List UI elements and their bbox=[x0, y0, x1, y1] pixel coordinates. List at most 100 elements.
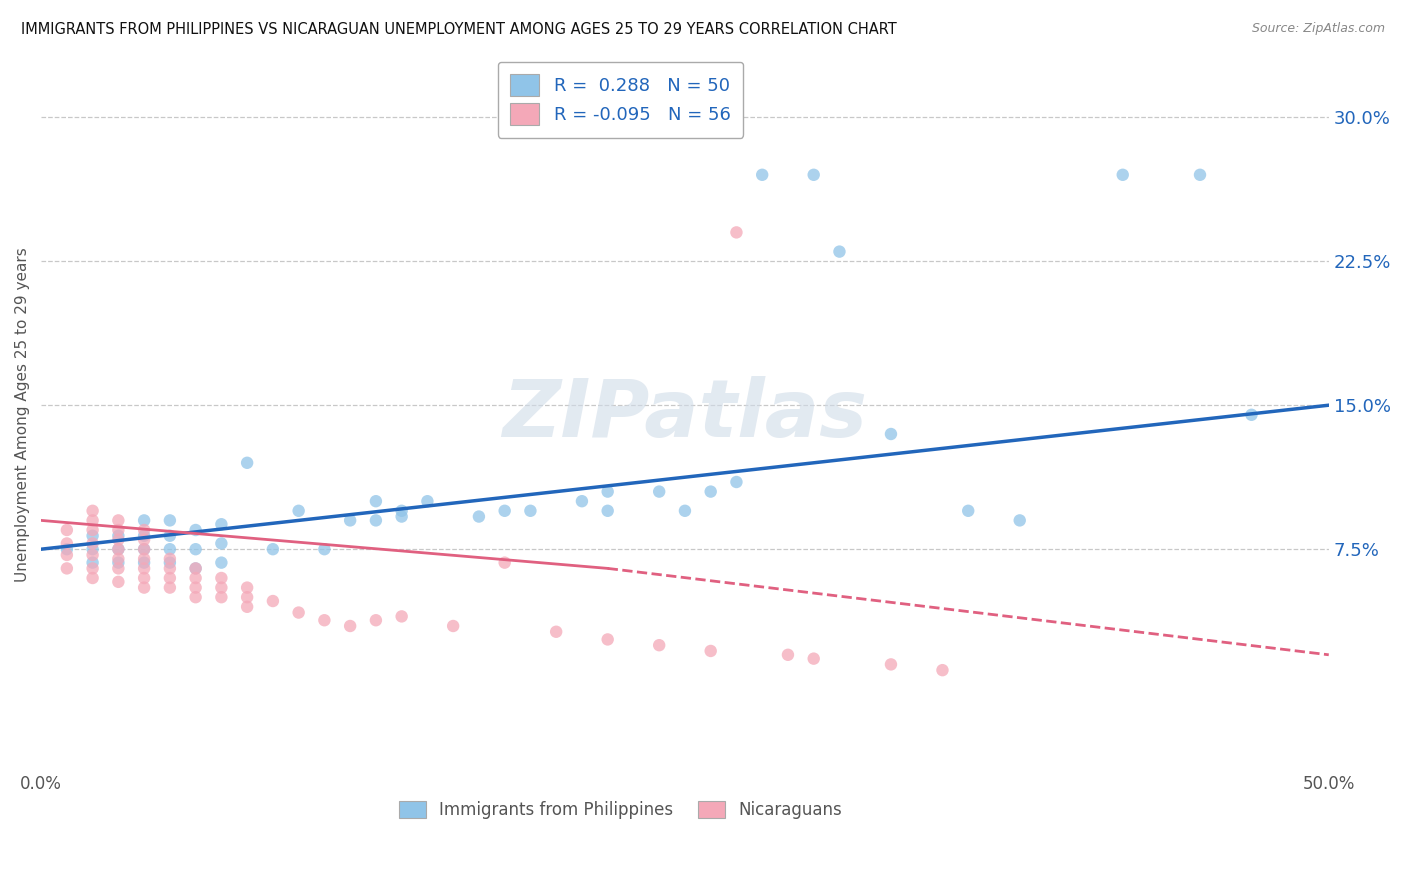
Point bbox=[82, 542, 104, 557]
Point bbox=[725, 475, 748, 489]
Point bbox=[134, 529, 156, 543]
Point bbox=[159, 571, 181, 585]
Text: Source: ZipAtlas.com: Source: ZipAtlas.com bbox=[1251, 22, 1385, 36]
Point bbox=[364, 494, 387, 508]
Point bbox=[931, 663, 953, 677]
Point bbox=[314, 613, 336, 627]
Point bbox=[82, 536, 104, 550]
Point bbox=[957, 504, 980, 518]
Point bbox=[159, 561, 181, 575]
Point bbox=[209, 581, 232, 595]
Point bbox=[56, 548, 79, 562]
Point bbox=[236, 581, 259, 595]
Point bbox=[184, 542, 207, 557]
Point bbox=[159, 556, 181, 570]
Point bbox=[262, 542, 284, 557]
Point bbox=[184, 561, 207, 575]
Point bbox=[82, 523, 104, 537]
Point bbox=[725, 226, 748, 240]
Point bbox=[134, 542, 156, 557]
Point bbox=[262, 594, 284, 608]
Point bbox=[776, 648, 799, 662]
Point bbox=[314, 542, 336, 557]
Point bbox=[364, 613, 387, 627]
Point bbox=[236, 599, 259, 614]
Point bbox=[82, 504, 104, 518]
Point bbox=[494, 556, 516, 570]
Point bbox=[391, 509, 413, 524]
Point bbox=[134, 542, 156, 557]
Point bbox=[699, 484, 721, 499]
Point bbox=[184, 561, 207, 575]
Point bbox=[184, 591, 207, 605]
Point bbox=[107, 574, 129, 589]
Point bbox=[159, 551, 181, 566]
Point bbox=[468, 509, 491, 524]
Point bbox=[1240, 408, 1263, 422]
Point bbox=[82, 513, 104, 527]
Point bbox=[107, 556, 129, 570]
Point bbox=[339, 619, 361, 633]
Point bbox=[803, 168, 825, 182]
Point bbox=[751, 168, 773, 182]
Point bbox=[82, 561, 104, 575]
Point bbox=[107, 542, 129, 557]
Point bbox=[107, 513, 129, 527]
Point bbox=[56, 523, 79, 537]
Point bbox=[596, 632, 619, 647]
Point bbox=[56, 542, 79, 557]
Point bbox=[236, 456, 259, 470]
Point bbox=[82, 529, 104, 543]
Point bbox=[391, 609, 413, 624]
Point bbox=[107, 529, 129, 543]
Point bbox=[134, 581, 156, 595]
Point bbox=[648, 484, 671, 499]
Point bbox=[134, 551, 156, 566]
Point bbox=[56, 536, 79, 550]
Point bbox=[571, 494, 593, 508]
Point bbox=[519, 504, 541, 518]
Point bbox=[441, 619, 464, 633]
Point bbox=[159, 581, 181, 595]
Point bbox=[82, 548, 104, 562]
Point bbox=[134, 533, 156, 547]
Point bbox=[1008, 513, 1031, 527]
Point bbox=[107, 551, 129, 566]
Text: ZIPatlas: ZIPatlas bbox=[502, 376, 868, 454]
Point bbox=[134, 571, 156, 585]
Point bbox=[82, 571, 104, 585]
Point bbox=[880, 657, 903, 672]
Point bbox=[134, 556, 156, 570]
Y-axis label: Unemployment Among Ages 25 to 29 years: Unemployment Among Ages 25 to 29 years bbox=[15, 247, 30, 582]
Point bbox=[134, 513, 156, 527]
Point bbox=[134, 561, 156, 575]
Point bbox=[803, 651, 825, 665]
Point bbox=[287, 606, 309, 620]
Point bbox=[494, 504, 516, 518]
Point bbox=[236, 591, 259, 605]
Point bbox=[209, 517, 232, 532]
Point bbox=[209, 536, 232, 550]
Point bbox=[107, 533, 129, 547]
Point bbox=[546, 624, 568, 639]
Point bbox=[364, 513, 387, 527]
Point bbox=[184, 523, 207, 537]
Point bbox=[159, 513, 181, 527]
Point bbox=[209, 591, 232, 605]
Point bbox=[391, 504, 413, 518]
Point bbox=[107, 523, 129, 537]
Point bbox=[596, 484, 619, 499]
Point bbox=[134, 523, 156, 537]
Point bbox=[82, 556, 104, 570]
Point bbox=[673, 504, 696, 518]
Point bbox=[699, 644, 721, 658]
Point bbox=[56, 561, 79, 575]
Point bbox=[107, 561, 129, 575]
Point bbox=[209, 571, 232, 585]
Point bbox=[1188, 168, 1211, 182]
Point bbox=[159, 542, 181, 557]
Point bbox=[880, 427, 903, 442]
Point bbox=[828, 244, 851, 259]
Point bbox=[209, 556, 232, 570]
Text: IMMIGRANTS FROM PHILIPPINES VS NICARAGUAN UNEMPLOYMENT AMONG AGES 25 TO 29 YEARS: IMMIGRANTS FROM PHILIPPINES VS NICARAGUA… bbox=[21, 22, 897, 37]
